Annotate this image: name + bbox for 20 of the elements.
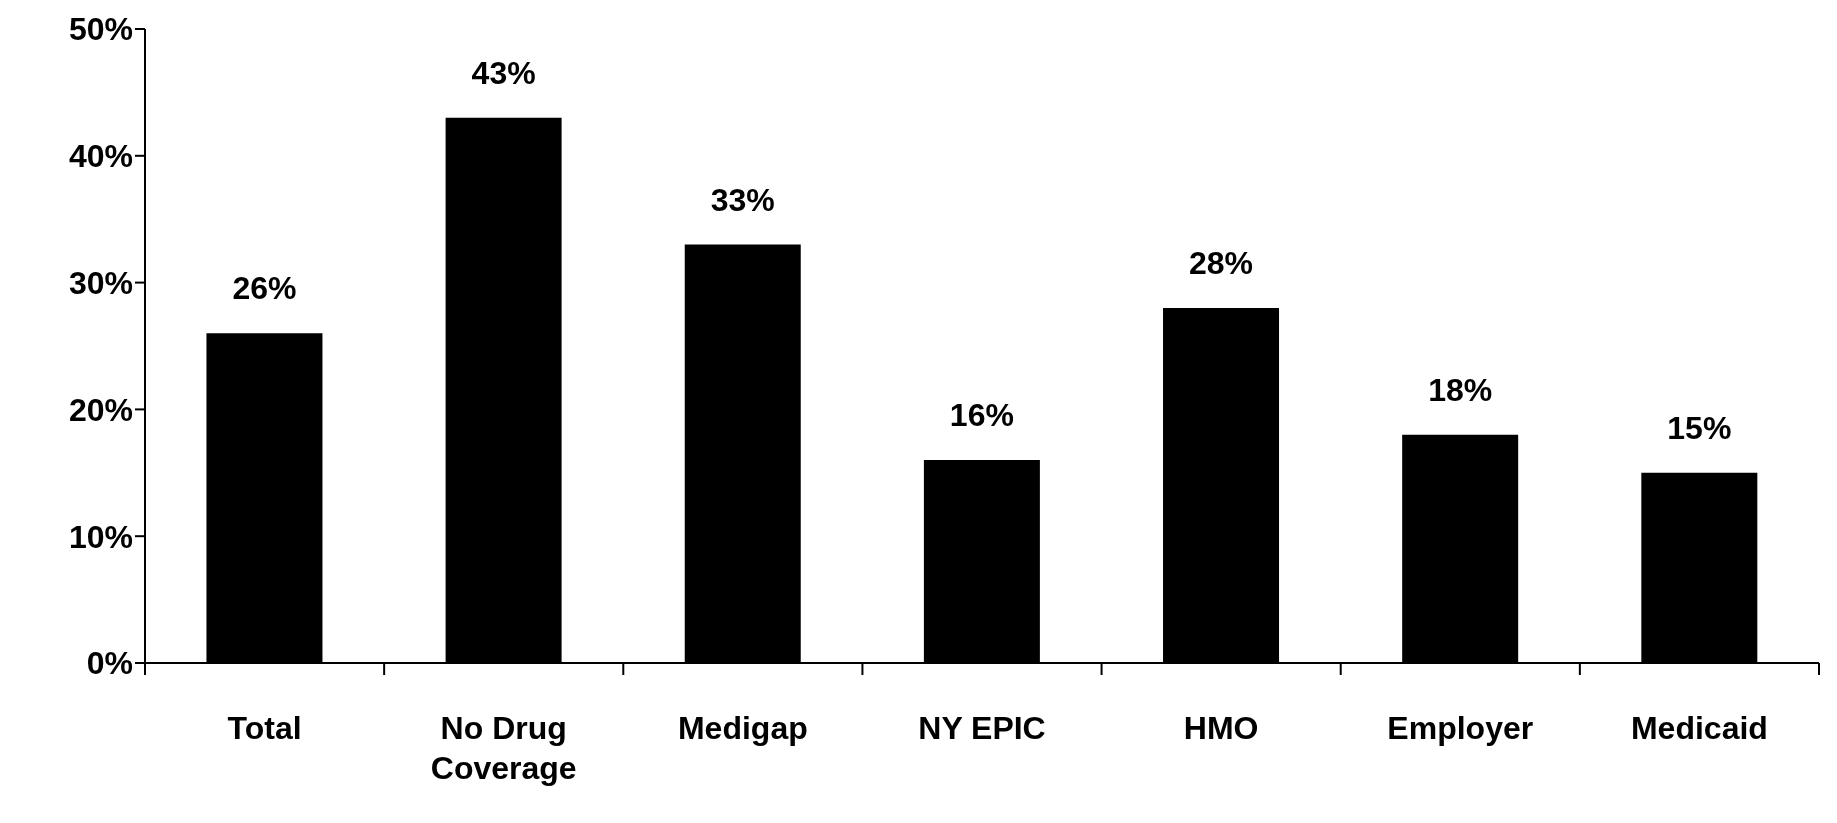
x-tick-label: Medicaid: [1630, 710, 1768, 746]
x-tick-label: Medigap: [677, 710, 808, 746]
x-tick-label: NY EPIC: [918, 710, 1046, 746]
data-label: 43%: [471, 54, 536, 91]
data-label: 26%: [232, 270, 297, 307]
data-label: 18%: [1428, 371, 1493, 408]
x-tick-label: No Drug Coverage: [430, 710, 577, 786]
y-tick-label: 10%: [68, 518, 133, 555]
data-label: 28%: [1189, 244, 1254, 281]
data-label: 33%: [710, 181, 775, 218]
data-label: 15%: [1667, 409, 1732, 446]
data-label: 16%: [949, 397, 1014, 434]
x-tick-label: Employer: [1387, 710, 1534, 746]
y-tick-label: 30%: [68, 264, 133, 301]
x-tick-label: HMO: [1183, 710, 1259, 746]
y-tick-label: 20%: [68, 391, 133, 428]
x-tick-label: Total: [227, 710, 302, 746]
y-tick-label: 40%: [68, 138, 133, 175]
y-tick-label: 50%: [68, 11, 133, 48]
y-tick-label: 0%: [86, 645, 133, 682]
